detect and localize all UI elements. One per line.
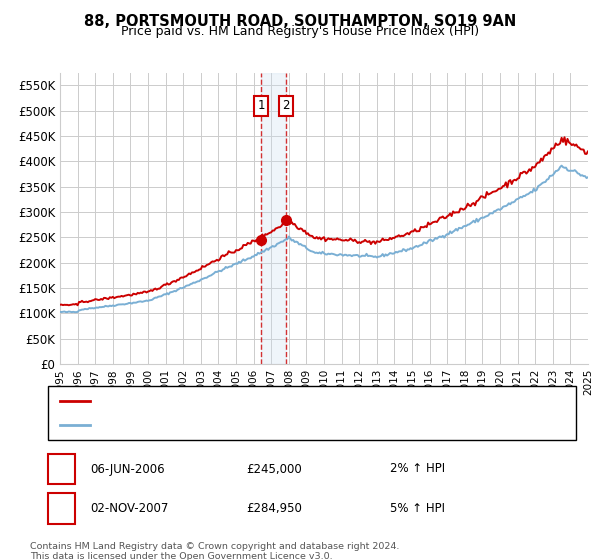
Text: 06-JUN-2006: 06-JUN-2006 [90, 463, 164, 475]
Text: Price paid vs. HM Land Registry's House Price Index (HPI): Price paid vs. HM Land Registry's House … [121, 25, 479, 38]
Text: £284,950: £284,950 [246, 502, 302, 515]
Text: 02-NOV-2007: 02-NOV-2007 [90, 502, 169, 515]
Text: 2: 2 [58, 502, 65, 515]
Text: 88, PORTSMOUTH ROAD, SOUTHAMPTON, SO19 9AN: 88, PORTSMOUTH ROAD, SOUTHAMPTON, SO19 9… [84, 14, 516, 29]
Text: Contains HM Land Registry data © Crown copyright and database right 2024.
This d: Contains HM Land Registry data © Crown c… [30, 542, 400, 560]
Text: 88, PORTSMOUTH ROAD, SOUTHAMPTON, SO19 9AN (detached house): 88, PORTSMOUTH ROAD, SOUTHAMPTON, SO19 9… [99, 396, 494, 407]
Bar [261, 73, 286, 364]
Text: 2% ↑ HPI: 2% ↑ HPI [390, 463, 445, 475]
Text: HPI: Average price, detached house, Southampton: HPI: Average price, detached house, Sout… [99, 419, 381, 430]
Text: 2: 2 [282, 99, 290, 112]
Text: 5% ↑ HPI: 5% ↑ HPI [390, 502, 445, 515]
Text: 1: 1 [257, 99, 265, 112]
Text: 1: 1 [58, 463, 65, 475]
Text: £245,000: £245,000 [246, 463, 302, 475]
